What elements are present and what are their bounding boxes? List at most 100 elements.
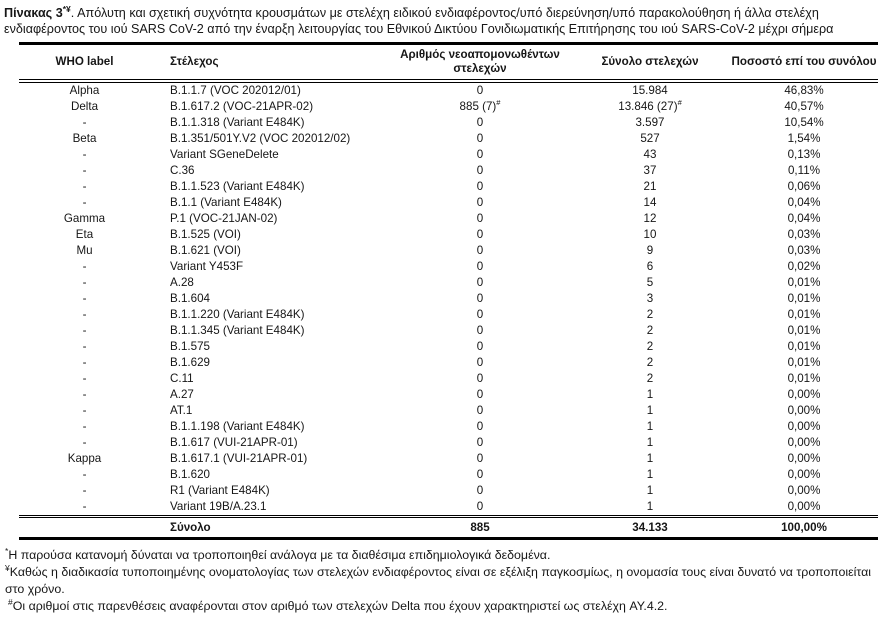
- total-strains-cell: 43: [643, 148, 657, 162]
- footnote-nomenclature: ¥Καθώς η διαδικασία τυποποιημένης ονοματ…: [5, 564, 878, 598]
- total-strains-cell: 5: [646, 276, 654, 290]
- table-row: Delta B.1.617.2 (VOC-21APR-02) 885 (7)# 13.…: [19, 99, 878, 115]
- table-row: - AT.1 0 1 0,00%: [19, 403, 878, 419]
- footnote-delta-ay42: #Οι αριθμοί στις παρενθέσεις αναφέρονται…: [5, 597, 878, 615]
- table-row: - Variant 19B/A.23.1 0 1 0,00%: [19, 499, 878, 517]
- strain-cell: B.1.1.7 (VOC 202012/01): [170, 84, 301, 98]
- who-label-cell: -: [82, 292, 87, 306]
- who-label-cell: -: [82, 372, 87, 386]
- who-label-cell: -: [82, 340, 87, 354]
- table-caption: Πίνακας 3*¥. Απόλυτη και σχετική συχνότη…: [4, 5, 877, 37]
- percent-cell: 0,01%: [787, 324, 821, 338]
- new-isolates-cell: 0: [476, 356, 484, 370]
- strain-cell: B.1.604: [170, 292, 210, 306]
- table-row: - B.1.1.198 (Variant E484K) 0 1 0,00%: [19, 419, 878, 435]
- footnote-symbol: ¥: [5, 563, 10, 574]
- new-isolates-cell: 0: [476, 116, 484, 130]
- strain-cell: B.1.525 (VOI): [170, 228, 241, 242]
- total-strains-cell: 2: [646, 308, 654, 322]
- table-row: Beta B.1.351/501Y.V2 (VOC 202012/02) 0 527 1…: [19, 131, 878, 147]
- footnote-symbol: *: [5, 546, 9, 557]
- strain-cell: B.1.351/501Y.V2 (VOC 202012/02): [170, 132, 351, 146]
- strain-cell: Variant 19B/A.23.1: [170, 500, 267, 514]
- table-row: - Variant SGeneDelete 0 43 0,13%: [19, 147, 878, 163]
- who-label-cell: Eta: [75, 228, 94, 242]
- header-new-isolates: Αριθμός νεοαπομονωθέντων στελεχών: [390, 43, 570, 84]
- table-row: - B.1.1.523 (Variant E484K) 0 21 0,06%: [19, 179, 878, 195]
- total-strains-cell: 13.846 (27)#: [618, 99, 682, 114]
- percent-cell: 0,00%: [787, 420, 821, 434]
- table-row: - A.27 0 1 0,00%: [19, 387, 878, 403]
- percent-cell: 0,03%: [787, 228, 821, 242]
- table-row: - B.1.1.220 (Variant E484K) 0 2 0,01%: [19, 307, 878, 323]
- percent-cell: 40,57%: [784, 100, 824, 114]
- new-isolates-cell: 0: [476, 404, 484, 418]
- footnote-distribution: *Η παρούσα κατανομή δύναται να τροποποιη…: [5, 547, 878, 564]
- new-isolates-cell: 0: [476, 372, 484, 386]
- footnotes: *Η παρούσα κατανομή δύναται να τροποποιη…: [5, 547, 878, 614]
- new-isolates-cell: 0: [476, 436, 484, 450]
- total-row: Σύνολο 885 34.133 100,00%: [19, 515, 878, 539]
- who-label-cell: -: [82, 356, 87, 370]
- footnote-mark: #: [496, 99, 501, 108]
- strain-cell: C.11: [170, 372, 194, 386]
- total-strains-cell: 3.597: [635, 116, 665, 130]
- strain-cell: B.1.617.2 (VOC-21APR-02): [170, 100, 314, 114]
- total-strains-cell: 2: [646, 356, 654, 370]
- header-percent: Ποσοστό επί του συνόλου: [730, 43, 878, 84]
- document-page: Πίνακας 3*¥. Απόλυτη και σχετική συχνότη…: [4, 5, 878, 614]
- caption-footnote-marks: *¥: [62, 3, 71, 14]
- new-isolates-cell: 0: [476, 180, 484, 194]
- percent-cell: 0,13%: [787, 148, 821, 162]
- strain-cell: B.1.575: [170, 340, 210, 354]
- total-strains-cell: 3: [646, 292, 654, 306]
- strain-cell: B.1.621 (VOI): [170, 244, 241, 258]
- total-strains-cell: 1: [646, 420, 654, 434]
- footnote-text: Καθώς η διαδικασία τυποποιημένης ονοματο…: [5, 565, 872, 596]
- strain-cell: B.1.1 (Variant E484K): [170, 196, 282, 210]
- table-row: - B.1.575 0 2 0,01%: [19, 339, 878, 355]
- who-label-cell: -: [82, 484, 87, 498]
- strain-cell: P.1 (VOC-21JAN-02): [170, 212, 278, 226]
- total-strains-cell: 2: [646, 340, 654, 354]
- who-label-cell: -: [82, 324, 87, 338]
- footnote-text: Η παρούσα κατανομή δύναται να τροποποιηθ…: [8, 548, 551, 563]
- table-row: - R1 (Variant E484K) 0 1 0,00%: [19, 483, 878, 499]
- strain-cell: R1 (Variant E484K): [170, 484, 270, 498]
- variants-table: WHO label Στέλεχος Αριθμός νεοαπομονωθέν…: [19, 42, 878, 541]
- who-label-cell: Kappa: [67, 452, 102, 466]
- table-row: - B.1.617 (VUI-21APR-01) 0 1 0,00%: [19, 435, 878, 451]
- who-label-cell: -: [82, 468, 87, 482]
- header-row: WHO label Στέλεχος Αριθμός νεοαπομονωθέν…: [19, 43, 878, 84]
- new-isolates-cell: 0: [476, 340, 484, 354]
- who-label-cell: -: [82, 436, 87, 450]
- who-label-cell: -: [82, 196, 87, 210]
- new-isolates-cell: 0: [476, 308, 484, 322]
- header-strain: Στέλεχος: [150, 43, 390, 84]
- strain-cell: AT.1: [170, 404, 193, 418]
- table-row: - A.28 0 5 0,01%: [19, 275, 878, 291]
- total-strains-cell: 9: [646, 244, 654, 258]
- who-label-cell: -: [82, 180, 87, 194]
- percent-cell: 0,03%: [787, 244, 821, 258]
- header-who-label: WHO label: [19, 43, 150, 84]
- caption-label: Πίνακας 3: [4, 6, 63, 20]
- table-row: - B.1.620 0 1 0,00%: [19, 467, 878, 483]
- who-label-cell: -: [82, 404, 87, 418]
- total-strains-cell: 15.984: [632, 84, 668, 98]
- strain-cell: B.1.617 (VUI-21APR-01): [170, 436, 298, 450]
- who-label-cell: -: [82, 260, 87, 274]
- total-strains-cell: 12: [643, 212, 657, 226]
- total-who-cell: [19, 515, 150, 539]
- total-strains-cell: 1: [646, 388, 654, 402]
- percent-cell: 0,04%: [787, 196, 821, 210]
- who-label-cell: Mu: [76, 244, 93, 258]
- strain-cell: A.28: [170, 276, 194, 290]
- new-isolates-cell: 0: [476, 196, 484, 210]
- percent-cell: 0,01%: [787, 308, 821, 322]
- new-isolates-cell: 0: [476, 388, 484, 402]
- footnote-mark: #: [677, 99, 682, 108]
- strain-cell: A.27: [170, 388, 194, 402]
- footnote-text: Οι αριθμοί στις παρενθέσεις αναφέρονται …: [12, 598, 668, 613]
- percent-cell: 0,00%: [787, 452, 821, 466]
